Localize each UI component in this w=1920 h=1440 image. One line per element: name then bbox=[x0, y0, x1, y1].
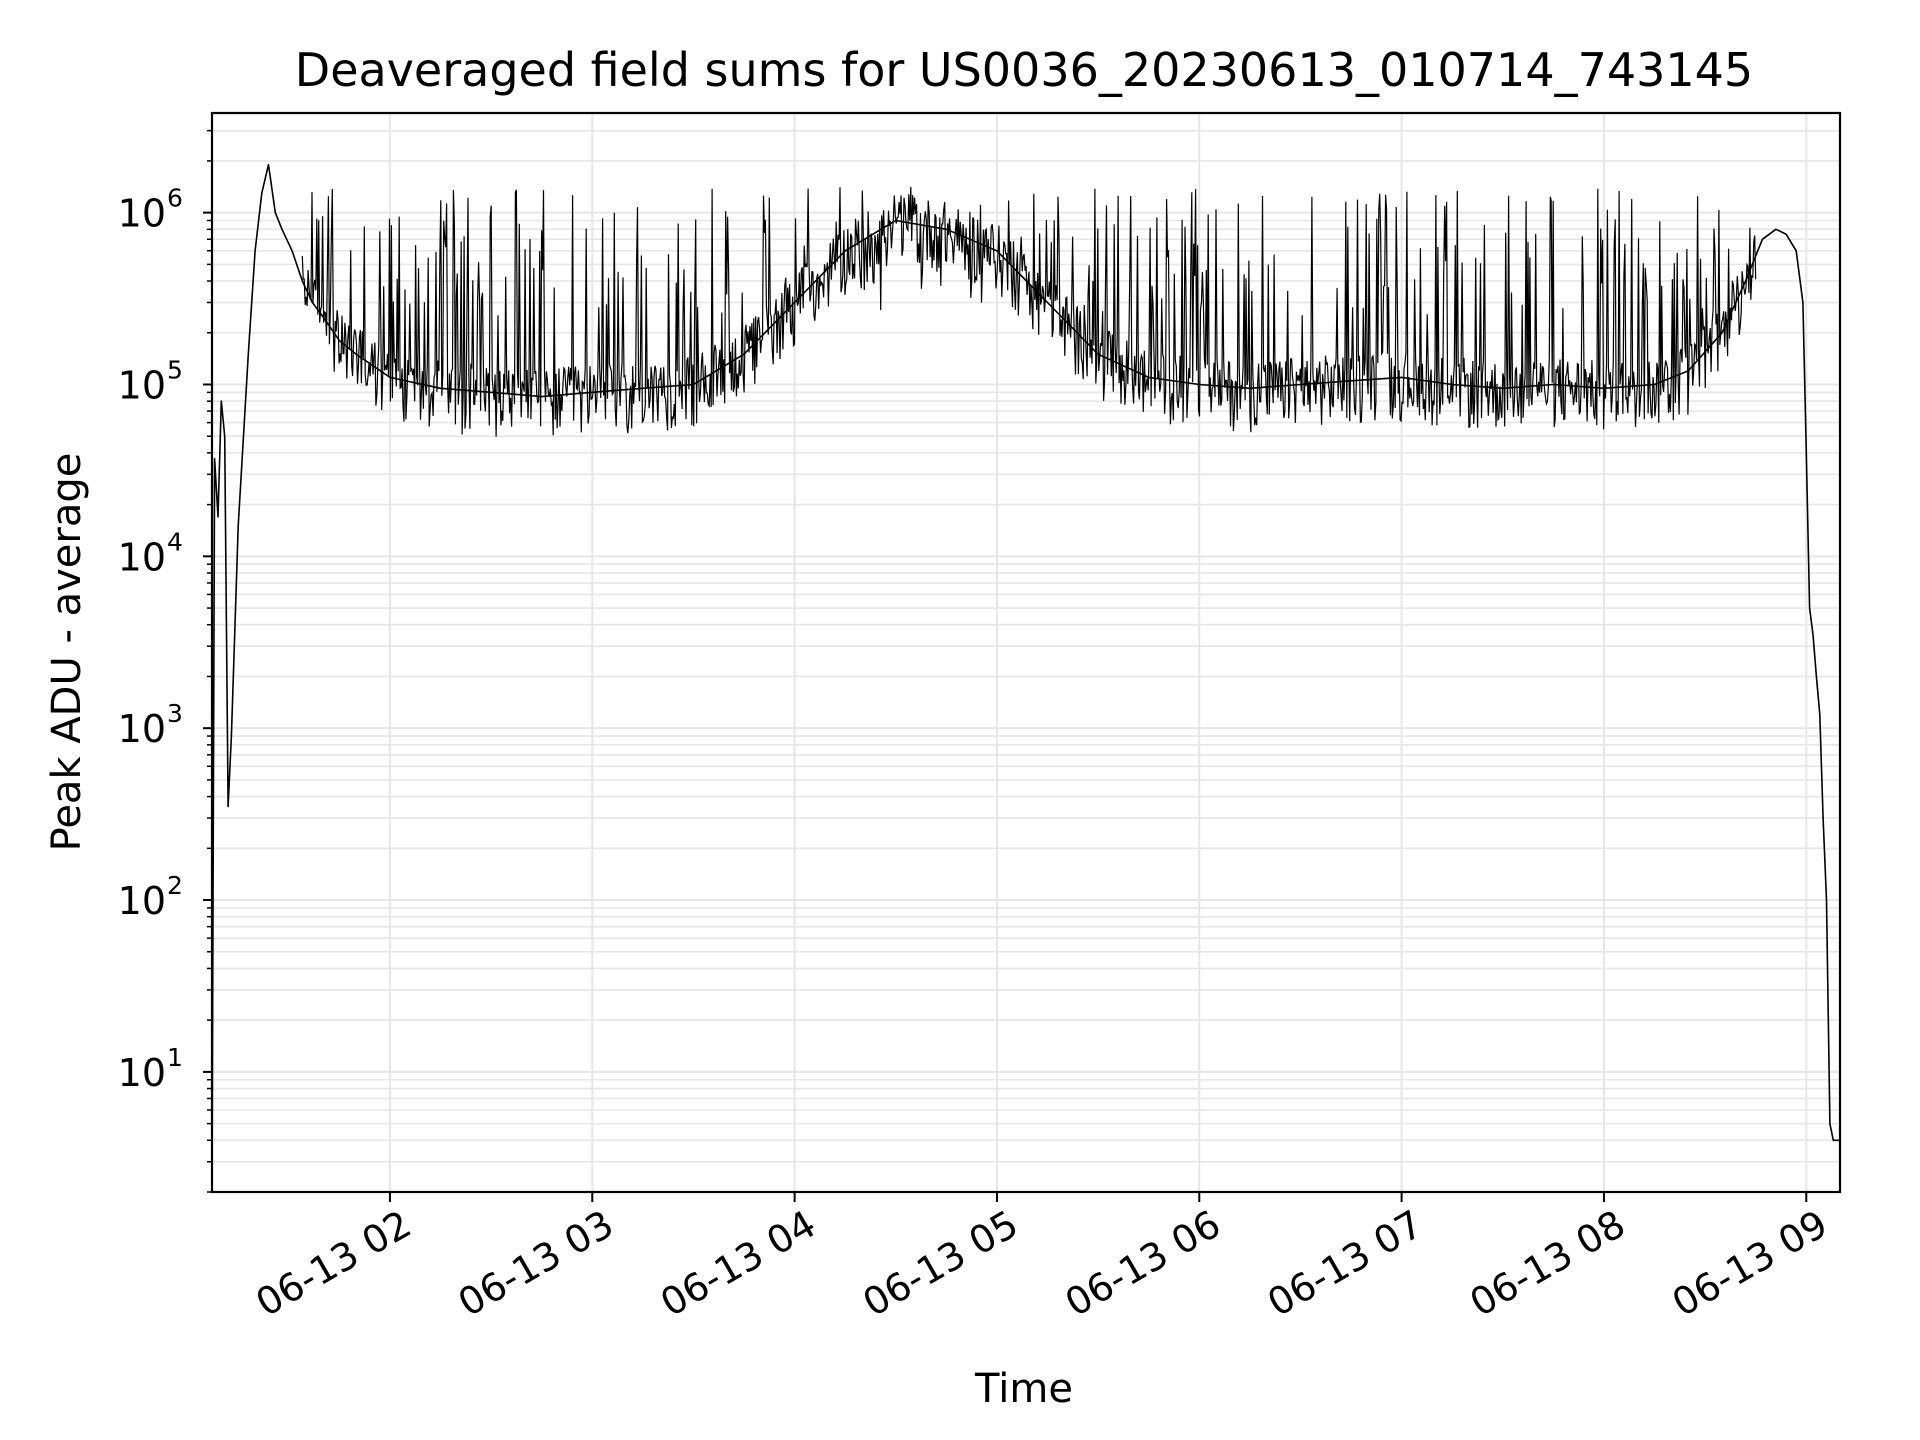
y-tick-label: 10 bbox=[118, 1051, 166, 1095]
y-tick-label-exponent: 3 bbox=[167, 699, 183, 728]
y-axis-label: Peak ADU - average bbox=[44, 453, 90, 852]
series-layer bbox=[211, 163, 1840, 1193]
y-tick-label: 10 bbox=[118, 192, 166, 236]
y-tick-label-exponent: 4 bbox=[167, 527, 183, 556]
y-tick-label-exponent: 5 bbox=[167, 355, 183, 384]
y-tick-label: 10 bbox=[118, 535, 166, 579]
series-noise-trace bbox=[301, 186, 1757, 437]
y-tick-label-exponent: 2 bbox=[167, 871, 183, 900]
tick-marks bbox=[203, 129, 1808, 1202]
y-tick-label: 10 bbox=[118, 707, 166, 751]
y-tick-label-exponent: 6 bbox=[167, 184, 183, 213]
y-tick-label: 10 bbox=[118, 363, 166, 407]
y-tick-label-exponent: 1 bbox=[167, 1043, 183, 1072]
plot-frame bbox=[210, 111, 1842, 1194]
x-axis-label: Time bbox=[974, 1366, 1073, 1412]
grid-minor bbox=[212, 129, 1840, 1193]
chart-title: Deaveraged field sums for US0036_2023061… bbox=[295, 43, 1753, 97]
series-line-0 bbox=[211, 163, 1840, 1193]
y-tick-label: 10 bbox=[118, 879, 166, 923]
